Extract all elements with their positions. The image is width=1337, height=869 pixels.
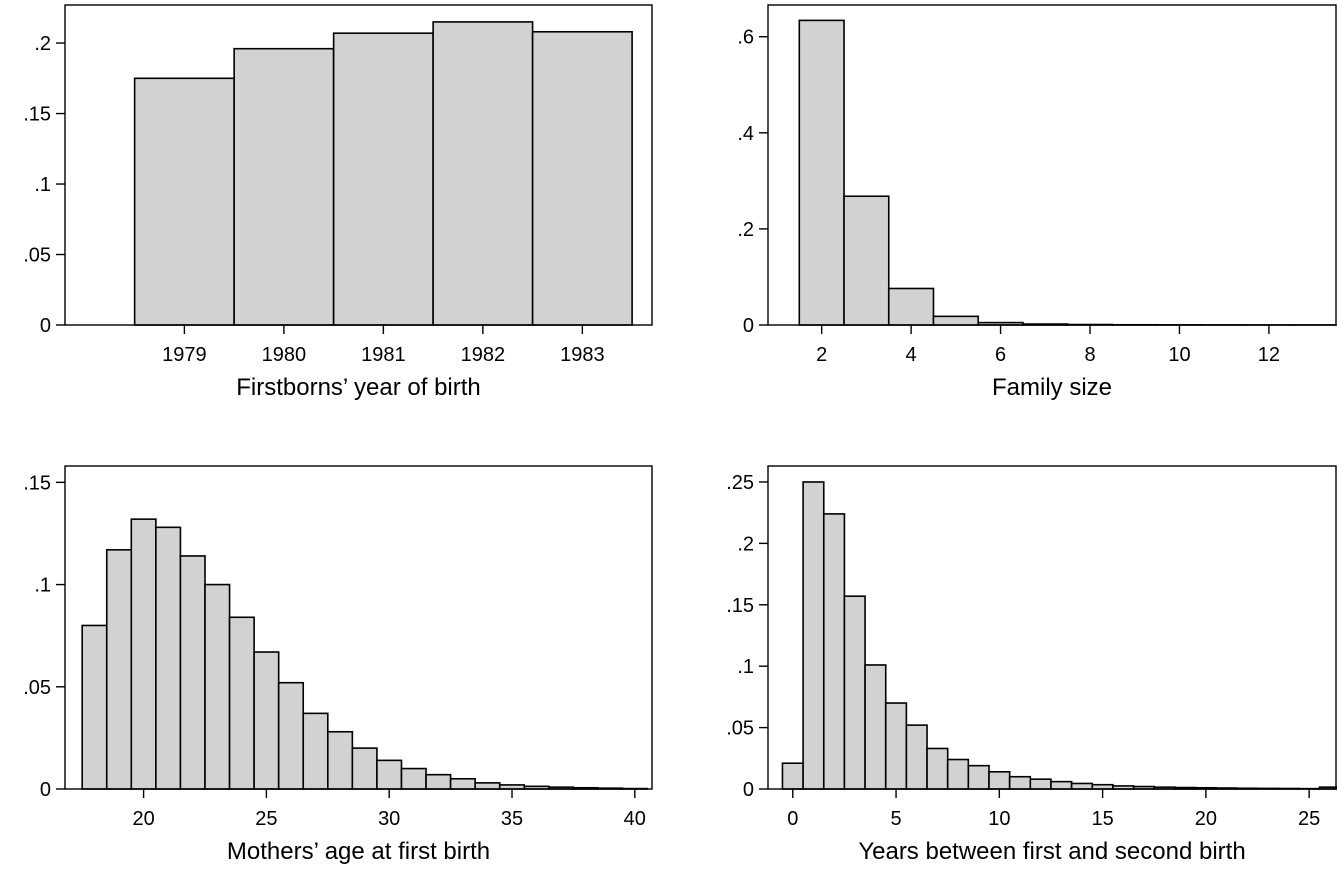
mother-age-histogram: 0 .05 .1 .15 20 25 30 35 40 Mothers’ age at first… [23, 465, 653, 865]
year-of-birth-bar [531, 30, 633, 326]
mother-age-bar [105, 549, 133, 790]
family-size-x-tick-label: 10 [1168, 344, 1190, 366]
year-of-birth-y-tick-label: .1 [34, 174, 51, 196]
birth-spacing-bar [781, 762, 804, 790]
mother-age-bar [474, 782, 501, 790]
mother-age-y-tick-label: .15 [23, 472, 51, 494]
birth-spacing-bar [988, 771, 1011, 790]
birth-spacing-x-tick-label: 20 [1195, 808, 1217, 830]
birth-spacing-x-axis-title: Years between first and second birth [858, 838, 1245, 865]
mother-age-bar [326, 730, 354, 790]
mother-age-y-tick-label: .05 [23, 677, 51, 699]
family-size-y-tick-label: .4 [737, 123, 754, 145]
birth-spacing-bar [1050, 780, 1073, 790]
birth-spacing-y-tick-label: .2 [737, 533, 754, 555]
birth-spacing-bar [864, 664, 887, 790]
birth-spacing-bar [822, 513, 846, 790]
family-size-x-tick-label: 4 [906, 344, 917, 366]
year-of-birth-x-tick-label: 1982 [461, 344, 506, 366]
birth-spacing-x-tick-label: 15 [1091, 808, 1113, 830]
birth-spacing-y-tick-label: 0 [743, 779, 754, 801]
mother-age-bar [425, 773, 452, 790]
mother-age-bar [179, 555, 206, 790]
mother-age-bar [155, 526, 182, 790]
mother-age-plot-frame [64, 465, 653, 790]
mother-age-bar [277, 681, 305, 790]
birth-spacing-bar [905, 724, 928, 790]
birth-spacing-x-tick-label: 5 [890, 808, 901, 830]
family-size-bar [932, 315, 979, 326]
family-size-y-tick-label: .6 [737, 27, 754, 49]
birth-spacing-y-tick-label: .25 [726, 472, 754, 494]
birth-spacing-bar [1029, 778, 1052, 790]
year-of-birth-bar [133, 77, 235, 326]
year-of-birth-bar [233, 47, 335, 326]
mother-age-bar [130, 518, 157, 790]
birth-spacing-x-tick-label: 10 [988, 808, 1010, 830]
birth-spacing-bar [926, 747, 949, 790]
birth-spacing-y-tick-label: .1 [737, 656, 754, 678]
year-of-birth-y-tick-label: .15 [23, 104, 51, 126]
birth-spacing-bar [946, 758, 970, 790]
birth-spacing-y-tick-label: .05 [726, 718, 754, 740]
mother-age-x-tick-label: 20 [132, 808, 154, 830]
family-size-bar [887, 287, 935, 326]
mother-age-x-tick-label: 25 [255, 808, 277, 830]
mother-age-x-tick-label: 40 [624, 808, 646, 830]
year-of-birth-bar [332, 32, 434, 326]
mother-age-bar [81, 624, 108, 790]
family-size-x-tick-label: 6 [995, 344, 1006, 366]
mother-age-bar [228, 616, 255, 790]
mother-age-bar [449, 777, 476, 790]
year-of-birth-plot-frame [64, 4, 653, 326]
family-size-y-tick-label: 0 [743, 315, 754, 337]
mother-age-x-tick-label: 30 [378, 808, 400, 830]
family-size-histogram: 0 .2 .4 .6 2 4 6 8 10 12 Family size [737, 4, 1337, 401]
mother-age-bar [376, 759, 403, 790]
birth-spacing-bar [843, 595, 866, 790]
family-size-x-tick-label: 2 [816, 344, 827, 366]
family-size-plot-frame [767, 4, 1337, 326]
family-size-x-tick-label: 12 [1258, 344, 1280, 366]
birth-spacing-bar [1008, 775, 1032, 790]
year-of-birth-x-tick-label: 1979 [162, 344, 207, 366]
mother-age-x-tick-label: 35 [501, 808, 523, 830]
mother-age-x-axis-title: Mothers’ age at first birth [227, 838, 490, 865]
family-size-x-axis-title: Family size [992, 374, 1112, 401]
birth-spacing-x-tick-label: 0 [787, 808, 798, 830]
year-of-birth-y-tick-label: .05 [23, 245, 51, 267]
birth-spacing-x-tick-label: 25 [1298, 808, 1320, 830]
year-of-birth-x-tick-label: 1980 [262, 344, 307, 366]
mother-age-bar [351, 747, 378, 790]
birth-spacing-histogram: 0 .05 .1 .15 .2 .25 0 5 10 15 20 25 Years between fi… [726, 465, 1337, 865]
birth-spacing-bar [802, 481, 825, 790]
birth-spacing-bar [1070, 782, 1094, 790]
year-of-birth-x-tick-label: 1983 [560, 344, 605, 366]
family-size-bar [798, 19, 845, 326]
year-of-birth-histogram: 0 .05 .1 .15 .2 1979 1980 1981 1982 1983 Firstborn… [23, 4, 653, 401]
family-size-y-tick-label: .2 [737, 219, 754, 241]
mother-age-bar [253, 651, 280, 790]
family-size-x-tick-label: 8 [1084, 344, 1095, 366]
birth-spacing-bar [884, 702, 908, 790]
mother-age-bar [204, 583, 231, 790]
year-of-birth-y-tick-label: .2 [34, 33, 51, 55]
mother-age-bar [302, 712, 329, 790]
year-of-birth-bar [432, 21, 534, 326]
birth-spacing-plot-frame [767, 465, 1337, 790]
year-of-birth-y-tick-label: 0 [40, 315, 51, 337]
year-of-birth-x-tick-label: 1981 [361, 344, 406, 366]
family-size-bar [843, 195, 890, 326]
mother-age-y-tick-label: 0 [40, 779, 51, 801]
mother-age-y-tick-label: .1 [34, 575, 51, 597]
year-of-birth-x-axis-title: Firstborns’ year of birth [236, 374, 481, 401]
mother-age-bar [400, 767, 427, 790]
birth-spacing-bar [967, 764, 990, 790]
birth-spacing-y-tick-label: .15 [726, 595, 754, 617]
